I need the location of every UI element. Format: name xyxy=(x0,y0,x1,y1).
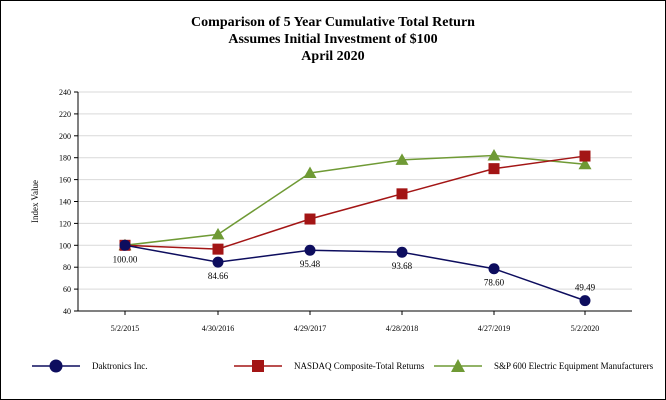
x-tick-label: 5/2/2020 xyxy=(571,324,599,333)
data-point-square xyxy=(212,243,224,255)
y-axis-label: Index Value xyxy=(30,180,40,223)
y-tick-labels: 40 60 80 100 120 140 160 180 200 220 240 xyxy=(59,88,71,316)
chart-title-line-1: Comparison of 5 Year Cumulative Total Re… xyxy=(191,15,475,30)
data-point-triangle xyxy=(395,153,409,165)
legend-item-sp600: S&P 600 Electric Equipment Manufacturers xyxy=(432,354,653,378)
data-point-circle xyxy=(396,246,408,258)
y-tick-label: 180 xyxy=(59,154,71,163)
data-point-square xyxy=(396,188,408,200)
series-line xyxy=(124,155,586,250)
x-tick-label: 4/29/2017 xyxy=(294,324,326,333)
data-label: 100.00 xyxy=(113,254,138,264)
series-triangle xyxy=(118,149,592,251)
data-label: 49.49 xyxy=(575,283,596,293)
data-point-square xyxy=(579,150,591,162)
legend-label-nasdaq: NASDAQ Composite-Total Returns xyxy=(294,361,425,371)
axes xyxy=(74,91,632,315)
data-point-circle xyxy=(488,263,500,275)
legend-item-daktronics: Daktronics Inc. xyxy=(30,354,147,378)
legend-item-nasdaq: NASDAQ Composite-Total Returns xyxy=(232,354,424,378)
y-tick-label: 140 xyxy=(59,198,71,207)
legend-marker-circle xyxy=(32,359,80,373)
data-point-square xyxy=(488,163,500,175)
series-circle xyxy=(119,239,591,307)
chart-title: Comparison of 5 Year Cumulative Total Re… xyxy=(0,14,666,65)
data-point-triangle xyxy=(578,157,592,170)
y-tick-label: 220 xyxy=(59,110,71,119)
data-point-triangle xyxy=(487,149,501,161)
x-tick-labels: 5/2/2015 4/30/2016 4/29/2017 4/28/2018 4/27/… xyxy=(111,324,599,333)
x-tick-label: 4/30/2016 xyxy=(202,324,234,333)
x-tick-label: 4/27/2019 xyxy=(478,324,510,333)
data-point-triangle xyxy=(211,227,225,240)
legend-label-sp600: S&P 600 Electric Equipment Manufacturers xyxy=(494,361,654,371)
y-tick-label: 40 xyxy=(63,307,71,316)
legend-label-daktronics: Daktronics Inc. xyxy=(92,361,148,371)
data-label: 84.66 xyxy=(208,271,229,281)
data-label: 93.68 xyxy=(392,261,413,271)
chart-title-line-2: Assumes Initial Investment of $100 xyxy=(228,32,438,47)
legend-marker-square xyxy=(234,360,282,372)
gridlines xyxy=(78,91,632,290)
legend-marker-triangle xyxy=(434,359,482,372)
y-tick-label: 160 xyxy=(59,176,71,185)
data-point-circle xyxy=(119,239,131,251)
legend: Daktronics Inc. NASDAQ Composite-Total R… xyxy=(0,354,666,378)
y-tick-label: 240 xyxy=(59,88,71,97)
y-tick-label: 100 xyxy=(59,241,71,250)
data-labels: 100.00 84.66 95.48 93.68 78.60 49.49 xyxy=(113,254,596,292)
y-tick-label: 120 xyxy=(59,219,71,228)
data-label: 95.48 xyxy=(300,259,321,269)
x-tick-label: 5/2/2015 xyxy=(111,324,139,333)
series-line xyxy=(124,244,586,302)
data-point-circle xyxy=(304,244,316,256)
series-group xyxy=(118,149,592,307)
series-line xyxy=(124,154,586,247)
data-point-triangle xyxy=(303,166,317,179)
x-tick-label: 4/28/2018 xyxy=(386,324,418,333)
data-point-square xyxy=(304,213,316,225)
y-tick-label: 60 xyxy=(63,285,71,294)
data-point-circle xyxy=(579,295,591,307)
chart-title-line-3: April 2020 xyxy=(301,49,365,64)
data-point-circle xyxy=(212,256,224,268)
y-tick-label: 80 xyxy=(63,263,71,272)
data-label: 78.60 xyxy=(484,278,505,288)
y-tick-label: 200 xyxy=(59,132,71,141)
